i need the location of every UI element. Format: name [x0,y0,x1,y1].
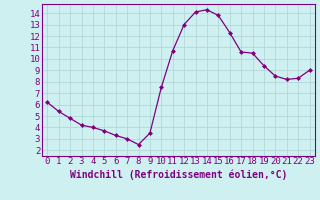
X-axis label: Windchill (Refroidissement éolien,°C): Windchill (Refroidissement éolien,°C) [70,169,287,180]
